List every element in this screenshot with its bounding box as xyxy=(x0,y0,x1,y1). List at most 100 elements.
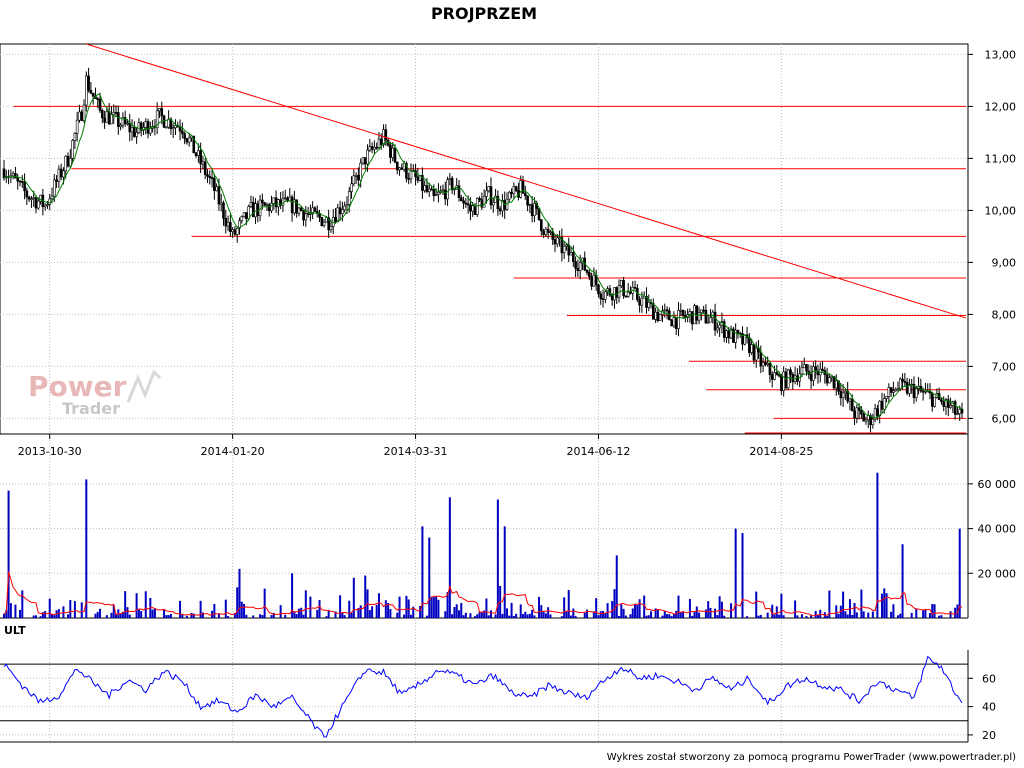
candle-body xyxy=(958,408,962,414)
volume-bar xyxy=(389,609,392,618)
volume-bar xyxy=(954,607,957,618)
candle-body xyxy=(542,230,545,235)
candle-body xyxy=(903,380,907,383)
volume-bar xyxy=(814,610,817,618)
volume-bar xyxy=(460,603,463,618)
volume-bar xyxy=(304,590,307,618)
candle-body xyxy=(194,152,198,156)
candle-body xyxy=(427,188,431,192)
volume-bar xyxy=(151,609,154,618)
candle-body xyxy=(80,111,84,121)
volume-bar xyxy=(302,614,305,618)
candle-body xyxy=(844,390,847,394)
candle-body xyxy=(764,361,767,365)
volume-bar xyxy=(435,596,438,618)
volume-bar xyxy=(766,612,769,618)
candle-body xyxy=(727,330,731,339)
candle-body xyxy=(841,392,845,399)
candle-body xyxy=(169,118,173,129)
candle-body xyxy=(448,178,452,180)
volume-bar xyxy=(533,615,536,618)
candle-body xyxy=(601,298,605,300)
volume-bar xyxy=(778,614,781,618)
candle-body xyxy=(96,98,100,101)
volume-bar xyxy=(675,610,678,618)
candle-body xyxy=(82,104,86,121)
candle-body xyxy=(434,194,438,197)
volume-bar xyxy=(810,614,813,618)
candle-body xyxy=(274,197,278,208)
volume-bar xyxy=(531,609,534,618)
candle-body xyxy=(766,363,769,365)
candle-body xyxy=(423,185,426,191)
candle-body xyxy=(848,398,852,402)
volume-bar xyxy=(595,598,598,618)
chart-title: PROJPRZEM xyxy=(431,4,537,23)
volume-bar xyxy=(343,615,346,618)
date-tick-label: 2014-06-12 xyxy=(566,445,630,458)
candle-body xyxy=(604,291,607,300)
candle-body xyxy=(459,197,463,202)
volume-bar xyxy=(3,614,5,618)
volume-bar xyxy=(140,611,143,618)
candle-body xyxy=(940,399,943,403)
volume-bar xyxy=(567,590,570,618)
volume-bar xyxy=(359,605,362,618)
volume-bar xyxy=(510,602,513,618)
volume-bar xyxy=(629,614,632,618)
candle-body xyxy=(146,121,150,134)
candle-body xyxy=(128,122,132,133)
candle-body xyxy=(361,157,365,164)
volume-bar xyxy=(407,599,410,618)
candle-body xyxy=(357,175,360,181)
candle-body xyxy=(780,375,783,392)
volume-bar xyxy=(782,615,785,618)
candle-body xyxy=(366,149,369,165)
candle-body xyxy=(695,305,699,321)
volume-bar xyxy=(35,615,38,618)
candle-body xyxy=(226,221,230,227)
candle-body xyxy=(114,112,118,114)
volume-bar xyxy=(236,587,239,618)
volume-bar xyxy=(483,610,486,618)
volume-bar xyxy=(565,611,568,618)
candle-body xyxy=(165,126,168,129)
candle-body xyxy=(327,217,330,231)
candle-body xyxy=(421,175,424,191)
volume-bar xyxy=(135,593,138,618)
volume-bar xyxy=(291,573,294,618)
candle-body xyxy=(213,177,216,192)
candle-body xyxy=(446,179,449,200)
candle-body xyxy=(240,216,244,222)
volume-bar xyxy=(457,610,460,618)
volume-bar xyxy=(192,613,195,618)
volume-bar xyxy=(892,604,895,618)
volume-bar xyxy=(455,604,458,618)
volume-bar xyxy=(446,591,449,618)
volume-bar xyxy=(624,615,627,618)
candle-body xyxy=(624,295,628,298)
volume-bar xyxy=(398,596,401,618)
volume-bar xyxy=(828,590,831,618)
candle-body xyxy=(828,377,831,384)
volume-bar xyxy=(252,615,255,618)
volume-bar xyxy=(451,614,454,618)
candle-body xyxy=(784,371,788,389)
powertrader-logo: Power Trader xyxy=(28,369,162,418)
candle-body xyxy=(718,324,721,329)
candle-body xyxy=(101,110,104,119)
candle-body xyxy=(462,200,465,204)
volume-bar xyxy=(377,593,380,618)
candle-body xyxy=(512,186,516,195)
candle-body xyxy=(553,239,557,245)
candle-body xyxy=(91,92,95,97)
logo-word-power: Power xyxy=(28,370,127,403)
candle-body xyxy=(389,144,392,158)
candle-body xyxy=(670,319,673,327)
candle-body xyxy=(89,90,93,94)
candle-body xyxy=(185,138,189,143)
candle-body xyxy=(123,117,127,124)
volume-bar xyxy=(44,611,47,618)
candle-body xyxy=(809,373,813,381)
volume-bar xyxy=(723,615,726,618)
